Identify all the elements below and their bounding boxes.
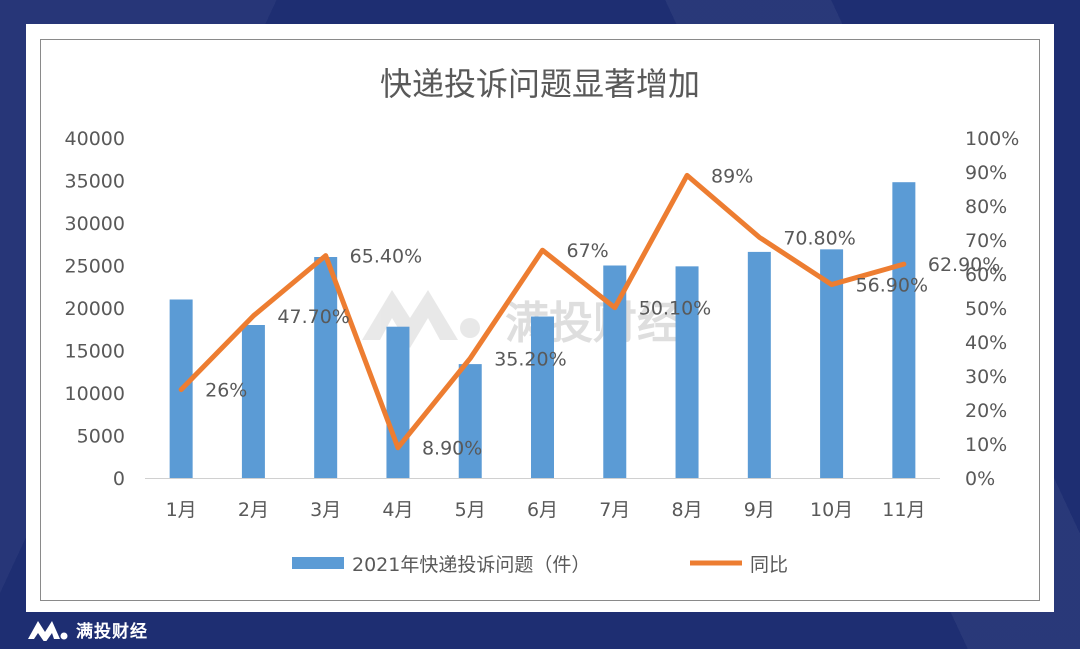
line-data-label: 26%: [205, 380, 247, 402]
line-point: [396, 446, 400, 450]
chart-frame: [40, 39, 1040, 601]
right-tick-label: 70%: [965, 230, 1007, 252]
left-tick-label: 35000: [65, 171, 125, 193]
left-tick-label: 20000: [65, 298, 125, 320]
right-tick-label: 30%: [965, 366, 1007, 388]
left-tick-label: 0: [113, 468, 125, 490]
line-point: [757, 235, 761, 239]
right-tick-label: 10%: [965, 434, 1007, 456]
line-data-label: 89%: [711, 165, 753, 187]
left-tick-label: 30000: [65, 213, 125, 235]
left-tick-label: 25000: [65, 256, 125, 278]
x-tick-label: 1月: [166, 499, 197, 521]
left-tick-label: 40000: [65, 128, 125, 150]
line-point: [468, 356, 472, 360]
left-tick-label: 10000: [65, 383, 125, 405]
left-axis: 0 5000 10000 15000 20000 25000 30000 35000 40000: [65, 128, 125, 490]
x-tick-label: 8月: [671, 499, 702, 521]
bar: [458, 364, 482, 478]
x-axis: 1月 2月 3月 4月 5月 6月 7月 8月 9月 10月 11月: [166, 499, 926, 521]
line-point: [902, 262, 906, 266]
line-data-labels: 26% 47.70% 65.40% 8.90% 35.20% 67% 50.10% 89% 70…: [205, 165, 1000, 459]
right-tick-label: 50%: [965, 298, 1007, 320]
bar: [820, 249, 844, 478]
legend-bar-swatch: [292, 557, 344, 569]
line-data-label: 8.90%: [422, 438, 482, 460]
bar: [314, 257, 338, 478]
x-tick-label: 2月: [238, 499, 269, 521]
line-data-label: 67%: [567, 240, 609, 262]
legend: 2021年快递投诉问题（件） 同比: [292, 554, 788, 576]
x-tick-label: 7月: [599, 499, 630, 521]
right-axis: 0% 10% 20% 30% 40% 50% 60% 70% 80% 90% 100%: [965, 128, 1019, 490]
right-tick-label: 20%: [965, 400, 1007, 422]
right-tick-label: 100%: [965, 128, 1019, 150]
line-point: [251, 314, 255, 318]
line-point: [613, 306, 617, 310]
right-tick-label: 0%: [965, 468, 995, 490]
watermark-logo-icon: [362, 290, 480, 348]
line-data-label: 56.90%: [856, 275, 928, 297]
line-data-label: 65.40%: [350, 246, 422, 268]
x-tick-label: 10月: [810, 499, 853, 521]
right-tick-label: 60%: [965, 264, 1007, 286]
footer-brand: 满投财经: [26, 616, 148, 642]
x-tick-label: 9月: [744, 499, 775, 521]
line-point: [830, 283, 834, 287]
right-tick-label: 80%: [965, 196, 1007, 218]
chart-title: 快递投诉问题显著增加: [380, 65, 700, 103]
bar: [892, 182, 916, 478]
bar: [603, 265, 627, 478]
line-data-label: 62.90%: [928, 254, 1000, 276]
bar: [747, 251, 771, 478]
right-tick-label: 40%: [965, 332, 1007, 354]
legend-line-label: 同比: [750, 554, 788, 576]
brand-name: 满投财经: [76, 621, 148, 642]
line-data-label: 35.20%: [494, 348, 566, 370]
left-tick-label: 5000: [77, 426, 125, 448]
bar: [531, 316, 554, 478]
right-tick-label: 90%: [965, 162, 1007, 184]
x-tick-label: 4月: [382, 499, 413, 521]
x-tick-label: 6月: [527, 499, 558, 521]
line-point: [541, 248, 544, 252]
left-tick-label: 15000: [65, 341, 125, 363]
line-data-label: 50.10%: [639, 298, 711, 320]
line-series: [178, 172, 907, 451]
line-point: [685, 173, 689, 177]
line-point: [324, 254, 328, 258]
x-tick-label: 3月: [310, 499, 341, 521]
x-tick-label: 5月: [455, 499, 486, 521]
bar: [675, 266, 699, 478]
bar: [241, 325, 265, 478]
legend-bar-label: 2021年快递投诉问题（件）: [352, 554, 590, 576]
line-point: [179, 388, 183, 392]
brand-logo-icon: [28, 621, 68, 641]
line-data-label: 70.80%: [783, 227, 855, 249]
line-data-label: 47.70%: [277, 306, 349, 328]
x-tick-label: 11月: [882, 499, 925, 521]
bar: [386, 326, 410, 478]
